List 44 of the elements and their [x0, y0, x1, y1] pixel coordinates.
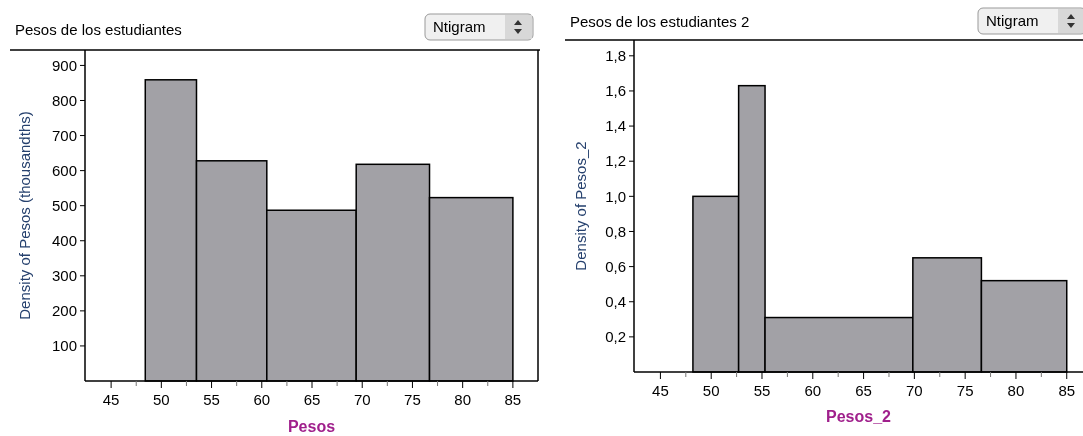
x-axis-title: Pesos_2 [826, 408, 892, 425]
y-tick-label: 1,8 [605, 47, 626, 65]
x-tick-label: 75 [404, 391, 421, 408]
y-axis-title: Density of Pesos_2 [572, 141, 589, 271]
x-tick-label: 60 [804, 382, 822, 399]
x-tick-label: 45 [652, 382, 669, 399]
x-tick-label: 85 [504, 391, 522, 408]
x-tick-label: 45 [102, 391, 120, 408]
y-tick-label: 1,6 [605, 82, 626, 100]
y-tick-label: 900 [51, 56, 77, 74]
x-tick-label: 65 [855, 382, 872, 399]
y-tick-label: 600 [51, 161, 77, 179]
x-tick-label: 75 [956, 382, 974, 399]
y-tick-label: 500 [51, 196, 77, 214]
y-tick-label: 0,6 [605, 257, 626, 275]
x-tick-label: 50 [152, 391, 170, 408]
y-tick-label: 100 [51, 337, 77, 355]
x-axis-title: Pesos [287, 418, 336, 435]
y-tick-label: 200 [51, 302, 77, 320]
y-tick-label: 400 [51, 232, 77, 249]
x-tick-label: 80 [1007, 382, 1025, 399]
y-tick-label: 300 [51, 267, 77, 285]
y-tick-label: 1,4 [605, 117, 626, 135]
y-tick-label: 700 [51, 126, 77, 144]
y-tick-label: 0,4 [605, 292, 626, 310]
y-axis-title: Density of Pesos (thousandths) [16, 111, 33, 320]
y-tick-label: 0,2 [605, 328, 626, 346]
x-tick-label: 60 [253, 391, 271, 408]
y-tick-label: 800 [51, 91, 77, 109]
x-tick-label: 65 [303, 391, 321, 408]
x-tick-label: 55 [753, 382, 771, 399]
x-tick-label: 85 [1058, 382, 1076, 399]
x-tick-label: 50 [702, 382, 720, 399]
x-tick-label: 70 [353, 391, 371, 408]
chart-title: Pesos de los estudiantes 2 [570, 13, 750, 30]
y-tick-label: 0,8 [605, 222, 626, 240]
x-tick-label: 70 [906, 382, 923, 399]
x-tick-label: 55 [203, 391, 220, 408]
chart-title: Pesos de los estudiantes [15, 21, 182, 38]
dropdown-select: Ntigram [424, 13, 534, 41]
dropdown-select: Ntigram [977, 7, 1083, 35]
y-tick-label: 1,2 [605, 152, 626, 170]
y-tick-label: 1,0 [605, 187, 626, 205]
x-tick-label: 80 [454, 391, 472, 408]
